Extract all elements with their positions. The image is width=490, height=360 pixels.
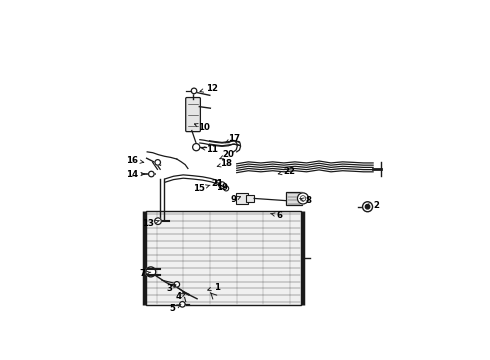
Text: 15: 15 — [193, 184, 210, 193]
Text: 3: 3 — [166, 284, 176, 293]
Text: 22: 22 — [278, 167, 296, 176]
Circle shape — [193, 144, 200, 151]
Text: 16: 16 — [126, 156, 144, 165]
Text: 18: 18 — [217, 159, 232, 168]
Bar — [246, 194, 254, 202]
Text: 4: 4 — [175, 292, 185, 301]
Circle shape — [180, 302, 185, 307]
Circle shape — [155, 218, 161, 225]
Bar — [146, 211, 301, 305]
Text: 13: 13 — [142, 220, 159, 229]
Text: 7: 7 — [139, 269, 151, 278]
Text: 14: 14 — [126, 170, 144, 179]
Text: 10: 10 — [195, 123, 210, 132]
Text: 12: 12 — [200, 84, 218, 93]
Circle shape — [148, 171, 154, 177]
Text: 6: 6 — [270, 211, 282, 220]
Text: 11: 11 — [202, 145, 218, 154]
Text: 1: 1 — [208, 283, 220, 292]
Text: 5: 5 — [170, 304, 181, 313]
Text: 2: 2 — [366, 201, 379, 210]
Circle shape — [174, 282, 180, 287]
Bar — [286, 192, 301, 205]
FancyBboxPatch shape — [186, 98, 200, 132]
Circle shape — [223, 186, 229, 191]
Text: 17: 17 — [225, 134, 241, 143]
Circle shape — [217, 180, 221, 185]
Circle shape — [366, 204, 370, 209]
Text: 21: 21 — [211, 179, 223, 188]
Text: 19: 19 — [217, 183, 228, 192]
Text: 20: 20 — [220, 150, 235, 159]
Circle shape — [191, 88, 197, 94]
Circle shape — [363, 202, 372, 212]
Bar — [236, 193, 248, 204]
Text: 8: 8 — [300, 196, 311, 205]
Circle shape — [155, 159, 161, 165]
Circle shape — [297, 193, 309, 204]
Circle shape — [146, 267, 156, 277]
Circle shape — [219, 182, 225, 188]
Text: 9: 9 — [231, 195, 241, 204]
